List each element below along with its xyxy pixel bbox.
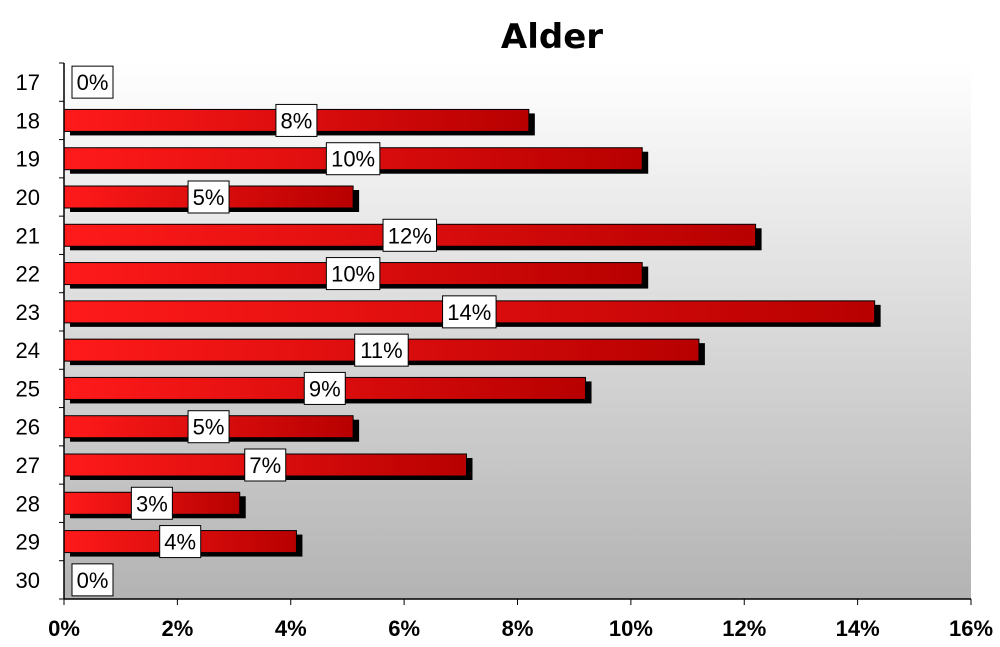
category-label: 22 [16,262,40,287]
data-label-box [382,218,438,252]
data-label-box [187,410,230,444]
data-label-text: 5% [193,185,225,210]
x-tick-label: 8% [502,616,534,641]
data-label-box [159,525,202,559]
category-label: 26 [16,415,40,440]
data-label-box [244,448,287,482]
x-tick-label: 14% [836,616,880,641]
data-label: 9% [303,371,346,405]
data-label: 7% [244,448,287,482]
data-label: 8% [275,103,318,137]
x-tick-label: 0% [48,616,80,641]
data-label-text: 0% [77,568,109,593]
category-label: 25 [16,376,40,401]
category-label: 30 [16,568,40,593]
data-label: 11% [354,333,409,367]
data-label: 4% [159,525,202,559]
data-label-text: 5% [193,415,225,440]
category-label: 24 [16,338,40,363]
data-label-box [187,180,230,214]
data-label-text: 14% [447,300,491,325]
category-label: 29 [16,530,40,555]
data-label-text: 0% [77,70,109,95]
data-label-box [303,371,346,405]
data-label-text: 9% [309,376,341,401]
data-label: 0% [71,563,114,597]
category-label: 17 [16,70,40,95]
x-tick-label: 4% [275,616,307,641]
data-label: 12% [382,218,438,252]
data-label-box [130,486,173,520]
data-label-text: 12% [388,223,432,248]
category-label: 21 [16,223,40,248]
data-label-box [71,563,114,597]
data-label-box [71,65,114,99]
data-label-text: 4% [164,530,196,555]
data-label: 14% [442,295,497,329]
plot-background [64,63,971,599]
data-label-text: 3% [136,491,168,516]
data-label-box [325,142,381,176]
x-tick-label: 16% [949,616,993,641]
data-label-text: 11% [360,338,402,363]
data-label-text: 7% [249,453,281,478]
x-tick-label: 6% [388,616,420,641]
x-tick-label: 2% [161,616,193,641]
data-label-text: 10% [331,147,375,172]
chart-title: Alder [501,17,603,57]
x-tick-label: 10% [609,616,653,641]
data-label-text: 8% [281,108,313,133]
x-tick-label: 12% [722,616,766,641]
data-label-text: 10% [331,262,375,287]
category-label: 18 [16,108,40,133]
data-label: 5% [187,180,230,214]
data-label: 10% [325,142,381,176]
data-label-box [325,257,381,291]
data-label: 10% [325,257,381,291]
data-label-box [442,295,497,329]
data-label-box [354,333,409,367]
category-label: 19 [16,147,40,172]
data-label: 3% [130,486,173,520]
data-label-box [275,103,318,137]
category-label: 20 [16,185,40,210]
category-label: 28 [16,491,40,516]
data-label: 5% [187,410,230,444]
data-label: 0% [71,65,114,99]
category-label: 23 [16,300,40,325]
category-label: 27 [16,453,40,478]
